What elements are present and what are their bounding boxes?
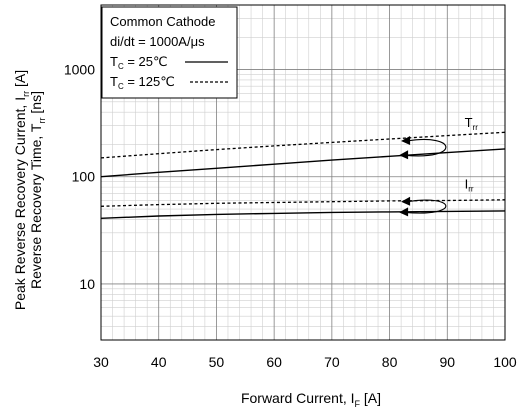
annotation-trr: Trr [465,115,479,132]
plot-frame [100,4,506,341]
legend-entry-125c-sub: C [118,82,124,91]
legend-entry-25c-sub: C [118,62,124,71]
irr-arrow [399,196,447,217]
irr-arrow-head-bottom [399,207,409,217]
y-axis-label-current-unit: [A] [12,70,28,91]
legend-entry-125c-rest: = 125℃ [124,74,175,89]
legend-condition: di/dt = 1000A/μs [110,34,205,49]
trr-arrow-head-top [401,135,411,145]
series-line-trr-125c [100,131,506,159]
x-axis-label-main: Forward Current, I [241,390,355,406]
irr-arrow-curve [405,199,447,214]
major-grid [101,5,505,340]
trr-arrow-head-bottom [399,150,409,160]
y-tick-labels: 10 100 1000 [64,62,95,292]
trr-arrow-curve [405,139,447,157]
annotation-arrows [399,135,447,217]
y-tick-label: 100 [72,169,96,185]
y-axis-label-group: Peak Reverse Recovery Current, Irr [A] R… [12,70,47,310]
x-tick-label: 60 [266,354,282,370]
annotation-irr: Irr [465,176,474,193]
annotation-sub: rr [473,123,479,132]
legend-entry-25c-label: TC = 25℃ [110,54,168,71]
x-tick-label: 90 [439,354,455,370]
legend-entry-125c-label: TC = 125℃ [110,74,175,91]
x-axis-label-sub: F [355,399,361,409]
series-layer [100,131,506,219]
legend-entry-25c-main: T [110,54,118,69]
x-tick-label: 80 [382,354,398,370]
x-tick-label: 40 [151,354,167,370]
x-axis-label-unit: [A] [360,390,381,406]
y-axis-label-current-sub: rr [21,91,31,97]
x-tick-label: 100 [493,354,517,370]
y-axis-label-time: Reverse Recovery Time, Trr [ns] [28,91,47,289]
legend-entry-125c-main: T [110,74,118,89]
y-tick-label: 10 [79,276,95,292]
x-tick-labels: 30 40 50 60 70 80 90 100 [93,354,517,370]
x-axis-label: Forward Current, IF [A] [241,390,381,409]
annotation-main: I [465,176,469,191]
x-tick-label: 50 [209,354,225,370]
trr-arrow [399,135,447,160]
y-axis-label-time-unit: [ns] [28,91,44,117]
y-axis-label-current: Peak Reverse Recovery Current, Irr [A] [12,70,31,310]
y-axis-label-current-main: Peak Reverse Recovery Current, I [12,97,28,310]
x-tick-label: 70 [324,354,340,370]
annotation-sub: rr [468,184,474,193]
irr-arrow-head-top [401,196,411,206]
y-axis-label-time-sub: rr [37,118,47,124]
x-tick-label: 30 [93,354,109,370]
y-tick-label: 1000 [64,62,95,78]
legend: Common Cathode di/dt = 1000A/μs TC = 25℃… [101,6,238,99]
annotation-main: T [465,115,473,130]
legend-title: Common Cathode [110,14,216,29]
y-axis-label-time-main: Reverse Recovery Time, T [28,123,44,289]
legend-entry-25c-rest: = 25℃ [124,54,168,69]
legend-box [101,6,238,99]
series-line-irr-25c [100,210,506,219]
